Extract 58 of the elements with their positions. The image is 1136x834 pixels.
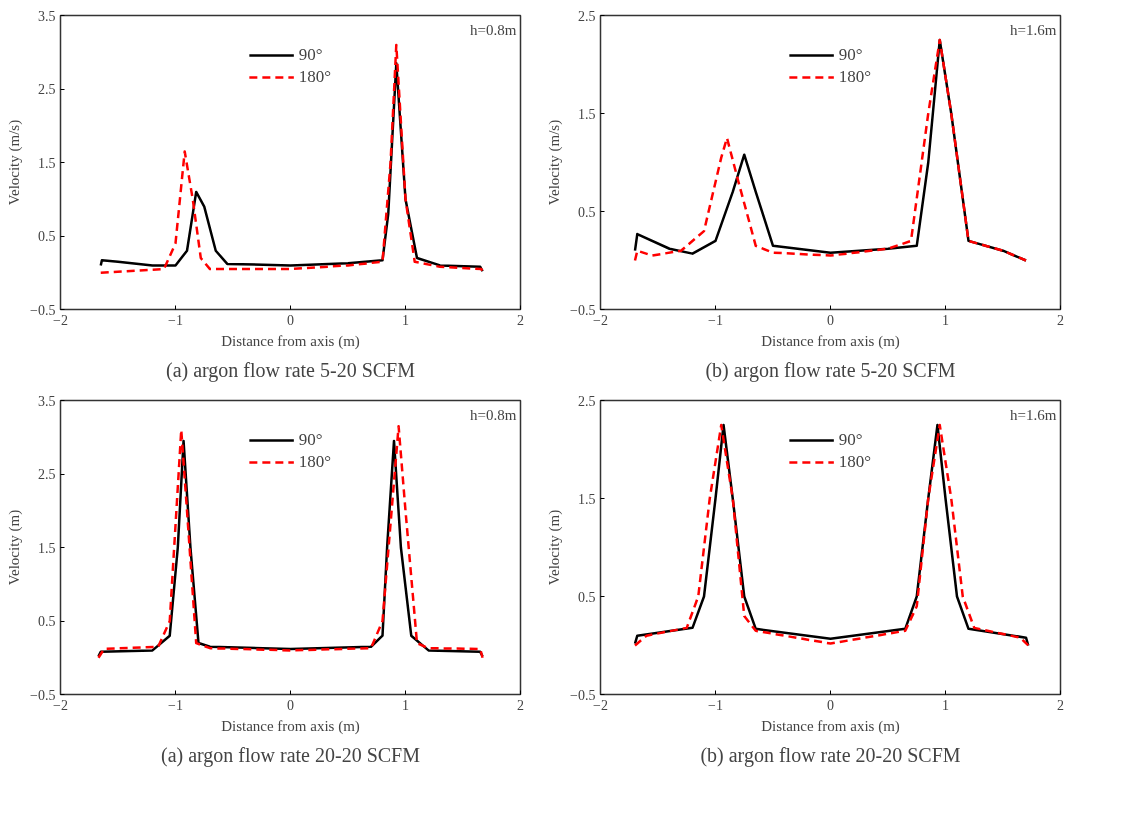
y-tick-label: 1.5 [38, 540, 56, 556]
y-tick-label: 2.5 [38, 82, 56, 97]
x-axis-title: Distance from axis (m) [221, 717, 360, 735]
annotation: h=1.6m [1010, 21, 1057, 38]
y-tick-label: 1.5 [578, 491, 596, 507]
x-tick-label: −1 [708, 312, 723, 328]
legend-label: 90° [298, 45, 323, 65]
y-tick-label: −0.5 [30, 302, 56, 318]
text: (b) argon flow rate 5-20 SCFM [705, 358, 956, 382]
x-tick-label: 0 [827, 312, 834, 328]
x-tick-label: −1 [168, 697, 183, 713]
annotation: h=0.8m [470, 21, 517, 38]
x-tick-label: 2 [1057, 312, 1064, 328]
x-tick-label: 2 [517, 697, 524, 713]
y-tick-label: 3.5 [38, 393, 56, 409]
legend-label: 180° [298, 452, 332, 472]
legend-label: 180° [838, 67, 872, 87]
text: (b) argon flow rate 20-20 SCFM [700, 743, 961, 767]
y-tick-label: 0.5 [38, 229, 56, 244]
y-axis-title: Velocity (m) [6, 509, 24, 586]
y-tick-label: −0.5 [30, 687, 56, 703]
y-axis-title: Velocity (m/s) [6, 119, 24, 206]
text: (a) argon flow rate 20-20 SCFM [160, 743, 421, 767]
x-axis-title: Distance from axis (m) [221, 332, 360, 350]
x-tick-label: 2 [517, 312, 524, 328]
legend-label: 180° [838, 452, 872, 472]
y-tick-label: 2.5 [38, 467, 56, 482]
y-axis-title: Velocity (m/s) [546, 119, 564, 206]
x-axis-title: Distance from axis (m) [761, 717, 900, 735]
x-tick-label: 0 [287, 697, 294, 713]
annotation: h=0.8m [470, 406, 517, 423]
x-axis-title: Distance from axis (m) [761, 332, 900, 350]
legend-label: 180° [298, 67, 332, 87]
x-tick-label: 0 [287, 312, 294, 328]
y-tick-label: 0.5 [578, 589, 596, 605]
x-tick-label: 0 [827, 697, 834, 713]
y-tick-label: 0.5 [38, 614, 56, 629]
legend-label: 90° [838, 45, 863, 65]
x-tick-label: 1 [402, 312, 409, 328]
y-tick-label: 2.5 [578, 8, 596, 24]
y-tick-label: 2.5 [578, 393, 596, 409]
y-tick-label: 1.5 [38, 155, 56, 171]
y-axis-title: Velocity (m) [546, 509, 564, 586]
text: (a) argon flow rate 5-20 SCFM [165, 358, 416, 382]
x-tick-label: 1 [402, 697, 409, 713]
y-tick-label: −0.5 [570, 687, 596, 703]
legend-label: 90° [838, 430, 863, 450]
annotation: h=1.6m [1010, 406, 1057, 423]
y-tick-label: 1.5 [578, 106, 596, 122]
legend-label: 90° [298, 430, 323, 450]
y-tick-label: 3.5 [38, 8, 56, 24]
y-tick-label: −0.5 [570, 302, 596, 318]
y-tick-label: 0.5 [578, 204, 596, 220]
x-tick-label: −1 [168, 312, 183, 328]
x-tick-label: 1 [942, 312, 949, 328]
x-tick-label: 1 [942, 697, 949, 713]
x-tick-label: 2 [1057, 697, 1064, 713]
x-tick-label: −1 [708, 697, 723, 713]
